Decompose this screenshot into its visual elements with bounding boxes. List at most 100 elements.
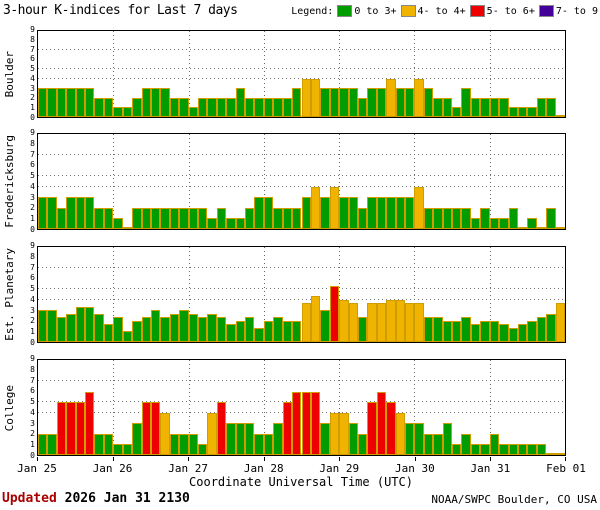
k-index-bar (452, 207, 462, 229)
k-index-bar (188, 433, 198, 455)
y-tick-label: 4 (30, 294, 35, 304)
k-index-bar (66, 402, 76, 455)
y-tick-label: 1 (30, 440, 35, 450)
y-tick-label: 3 (30, 192, 35, 202)
k-index-bar (85, 88, 95, 117)
k-index-bar (527, 107, 537, 117)
k-index-bar (75, 306, 86, 342)
k-index-bar (38, 310, 48, 342)
k-index-bar (405, 88, 415, 117)
panel-college (37, 359, 566, 456)
k-index-bar (376, 88, 387, 117)
day-gridline (339, 360, 341, 455)
legend-item-red: 5- to 6+ (469, 5, 535, 17)
k-index-bar (320, 88, 330, 117)
day-gridline (414, 134, 416, 229)
panel-fredericksburg (37, 133, 566, 230)
updated-line: Updated 2026 Jan 31 2130 (2, 491, 190, 506)
k-index-bar (188, 107, 198, 117)
legend-item-purple: 7- to 9 (538, 5, 598, 17)
day-gridline (263, 31, 265, 117)
k-index-bar (499, 218, 509, 229)
k-index-bar (38, 197, 48, 229)
k-index-bar (376, 391, 387, 455)
k-index-bar (47, 433, 57, 455)
y-tick-label: 8 (30, 251, 35, 261)
k-index-bar (235, 218, 246, 229)
k-index-bar (395, 88, 405, 117)
k-index-bar (329, 285, 340, 342)
k-index-bar (160, 412, 170, 455)
y-tick-label: 9 (30, 25, 35, 34)
station-label-college: College (3, 384, 16, 431)
hgridline-k5 (38, 288, 565, 290)
k-index-bar (47, 310, 57, 342)
y-tick-label: 0 (30, 225, 35, 234)
green-swatch-icon (337, 5, 353, 17)
k-index-bar (94, 97, 104, 117)
k-index-bar (310, 186, 321, 229)
k-index-bar (339, 299, 349, 342)
k-index-bar (301, 78, 311, 117)
y-tick-label: 3 (30, 305, 35, 315)
legend-item-label: 0 to 3+ (354, 5, 397, 17)
y-tick-label: 2 (30, 429, 35, 439)
y-tick-label: 0 (30, 451, 35, 460)
k-index-bar (141, 402, 151, 455)
hgridline-k7 (38, 380, 565, 382)
legend-item-label: 5- to 6+ (486, 5, 535, 17)
y-tick-label: 1 (30, 327, 35, 337)
k-index-bar (56, 402, 67, 455)
k-index-bar (367, 88, 377, 117)
k-index-bar (433, 317, 443, 342)
y-tick-label: 6 (30, 54, 35, 64)
y-tick-label: 8 (30, 364, 35, 374)
k-index-bar (357, 433, 368, 455)
y-tick-label: 5 (30, 171, 35, 181)
x-axis-tick (112, 457, 114, 461)
k-index-bar (329, 88, 340, 117)
k-index-bar (179, 207, 189, 229)
k-index-bar (188, 207, 198, 229)
k-index-bar (442, 97, 453, 117)
k-index-bar (235, 423, 246, 455)
day-gridline (339, 134, 341, 229)
x-axis-tick (490, 457, 492, 461)
hgridline-k5 (38, 68, 565, 70)
k-index-bar (433, 433, 443, 455)
k-index-bar (216, 317, 227, 342)
k-index-bar (169, 97, 180, 117)
k-index-bar (254, 197, 264, 229)
k-index-bar (197, 317, 208, 342)
y-tick-label: 1 (30, 214, 35, 224)
x-axis-tick (414, 457, 416, 461)
k-index-bar (150, 310, 161, 342)
y-tick-label: 7 (30, 44, 35, 54)
day-gridline (188, 31, 190, 117)
k-index-bar (348, 88, 358, 117)
hgridline-k7 (38, 49, 565, 51)
day-gridline (489, 134, 491, 229)
k-index-bar (320, 310, 330, 342)
k-index-bar (536, 227, 547, 229)
y-tick-label: 2 (30, 316, 35, 326)
k-index-bar (245, 317, 255, 342)
k-index-bar (141, 88, 151, 117)
y-tick-label: 8 (30, 34, 35, 44)
k-index-bar (122, 227, 133, 229)
k-index-bar (405, 197, 415, 229)
x-axis-tick (188, 457, 190, 461)
k-index-bar (517, 227, 528, 229)
k-index-bar (47, 197, 57, 229)
k-index-bar (141, 207, 151, 229)
day-gridline (489, 247, 491, 342)
k-index-bar (555, 115, 565, 117)
day-gridline (113, 360, 115, 455)
k-index-bar (292, 391, 302, 455)
k-index-bar (75, 88, 86, 117)
x-axis-tick (37, 457, 38, 461)
y-tick-label: 7 (30, 149, 35, 159)
k-index-bar (273, 97, 283, 117)
k-index-bar (395, 299, 405, 342)
k-index-bar (414, 186, 424, 229)
